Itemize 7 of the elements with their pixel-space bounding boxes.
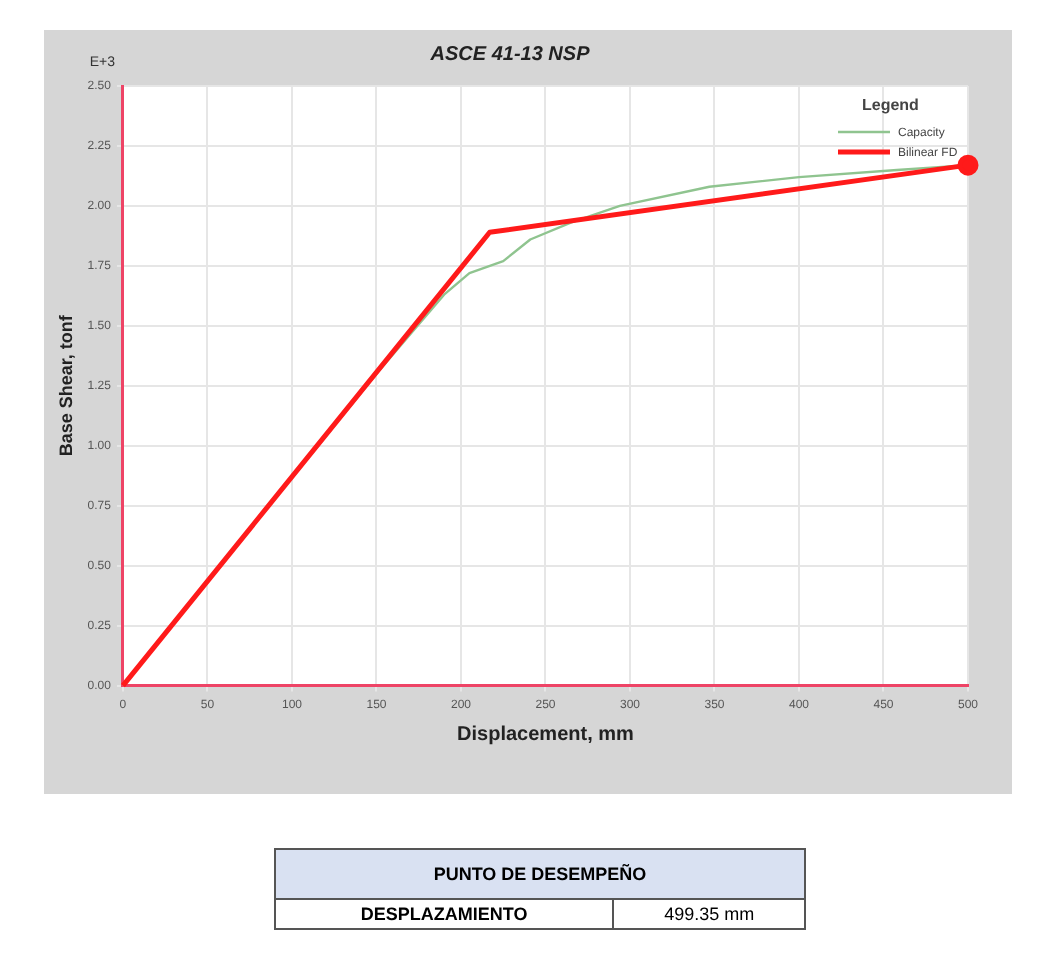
chart-title: ASCE 41-13 NSP — [428, 43, 591, 66]
y-axis-title: Base Shear, tonf — [55, 313, 76, 457]
text: PUNTO DE DESEMPEÑO — [275, 849, 805, 899]
text: DESPLAZAMIENTO — [275, 899, 614, 929]
legend-title: Legend — [862, 96, 920, 114]
x-axis-title: Displacement, mm — [457, 723, 635, 746]
text: 499.35 mm — [613, 899, 805, 929]
